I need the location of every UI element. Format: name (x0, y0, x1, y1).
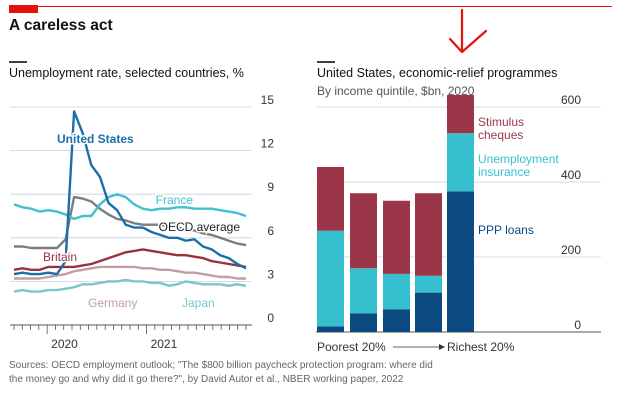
bar-unemployment-insurance-q3 (383, 273, 410, 310)
bar-unemployment-insurance-q4 (415, 275, 442, 293)
x-tick-label: 2021 (151, 337, 178, 351)
x-label-poorest: Poorest 20% (317, 340, 386, 354)
x-label-richest: Richest 20% (447, 340, 515, 354)
bar-ppp-loans-q4 (415, 292, 442, 332)
bar-ppp-loans-richest-20 (447, 191, 474, 332)
y-tick-label: 12 (261, 137, 275, 151)
legend-label-britain: Britain (43, 250, 77, 264)
brand-tag (9, 5, 38, 13)
y-tick-label: 6 (267, 224, 274, 238)
legend-label-unemployment-insurance: Unemployment insurance (478, 152, 559, 179)
right-chart-title: United States, economic-relief programme… (317, 66, 558, 80)
y-tick-label: 15 (261, 95, 275, 107)
source-note: Sources: OECD employment outlook; "The $… (9, 360, 433, 385)
bar-stimulus-cheques-q4 (415, 193, 442, 276)
series-line-germany (14, 265, 246, 280)
legend-label-germany: Germany (88, 296, 137, 310)
header-rule (9, 6, 612, 7)
right-chart-subtitle: By income quintile, $bn, 2020 (317, 84, 475, 98)
bar-stimulus-cheques-richest-20 (447, 95, 474, 134)
bar-stimulus-cheques-q2 (350, 193, 377, 269)
unemployment-line-chart: 0 3 6 9 12 15 2020 2021 United States France OECD … (10, 95, 275, 351)
y-tick-label: 0 (574, 318, 581, 332)
quintile-arrow-head-icon (439, 344, 445, 350)
y-tick-label: 3 (267, 267, 274, 281)
legend-label-japan: Japan (182, 296, 215, 310)
series-line-france (13, 193, 247, 221)
series-line-united-states (13, 110, 247, 276)
bar-unemployment-insurance-q2 (350, 268, 377, 314)
bar-ppp-loans-q2 (350, 313, 377, 332)
legend-label-france: France (156, 193, 194, 207)
series-line-britain (13, 248, 247, 271)
y-tick-label: 0 (267, 311, 274, 325)
page-title: A careless act (9, 17, 113, 34)
bar-unemployment-insurance-richest-20 (447, 133, 474, 192)
y-tick-label: 200 (561, 243, 581, 257)
left-chart-title: Unemployment rate, selected countries, % (9, 66, 244, 80)
y-tick-label: 9 (267, 180, 274, 194)
series-line-oecd-average (14, 195, 247, 250)
annotation-arrow-icon (448, 8, 488, 54)
series-line-japan (13, 278, 247, 293)
bar-ppp-loans-poorest-20 (317, 326, 344, 332)
right-panel-mark (317, 61, 335, 63)
bar-unemployment-insurance-poorest-20 (317, 230, 344, 327)
bar-stimulus-cheques-q3 (383, 200, 410, 274)
relief-bar-chart: 0 200 400 600 Stimulus cheques Unemployment ins… (316, 95, 601, 354)
bar-stimulus-cheques-poorest-20 (317, 167, 344, 231)
y-tick-label: 600 (561, 95, 581, 107)
y-tick-label: 400 (561, 168, 581, 182)
legend-label-united-states: United States (57, 132, 134, 146)
left-panel-mark (9, 61, 27, 63)
legend-label-stimulus-cheques: Stimulus cheques (478, 115, 524, 142)
legend-label-ppp-loans: PPP loans (478, 223, 534, 237)
legend-label-oecd-average: OECD average (159, 220, 241, 234)
bar-ppp-loans-q3 (383, 309, 410, 332)
x-tick-label: 2020 (51, 337, 78, 351)
